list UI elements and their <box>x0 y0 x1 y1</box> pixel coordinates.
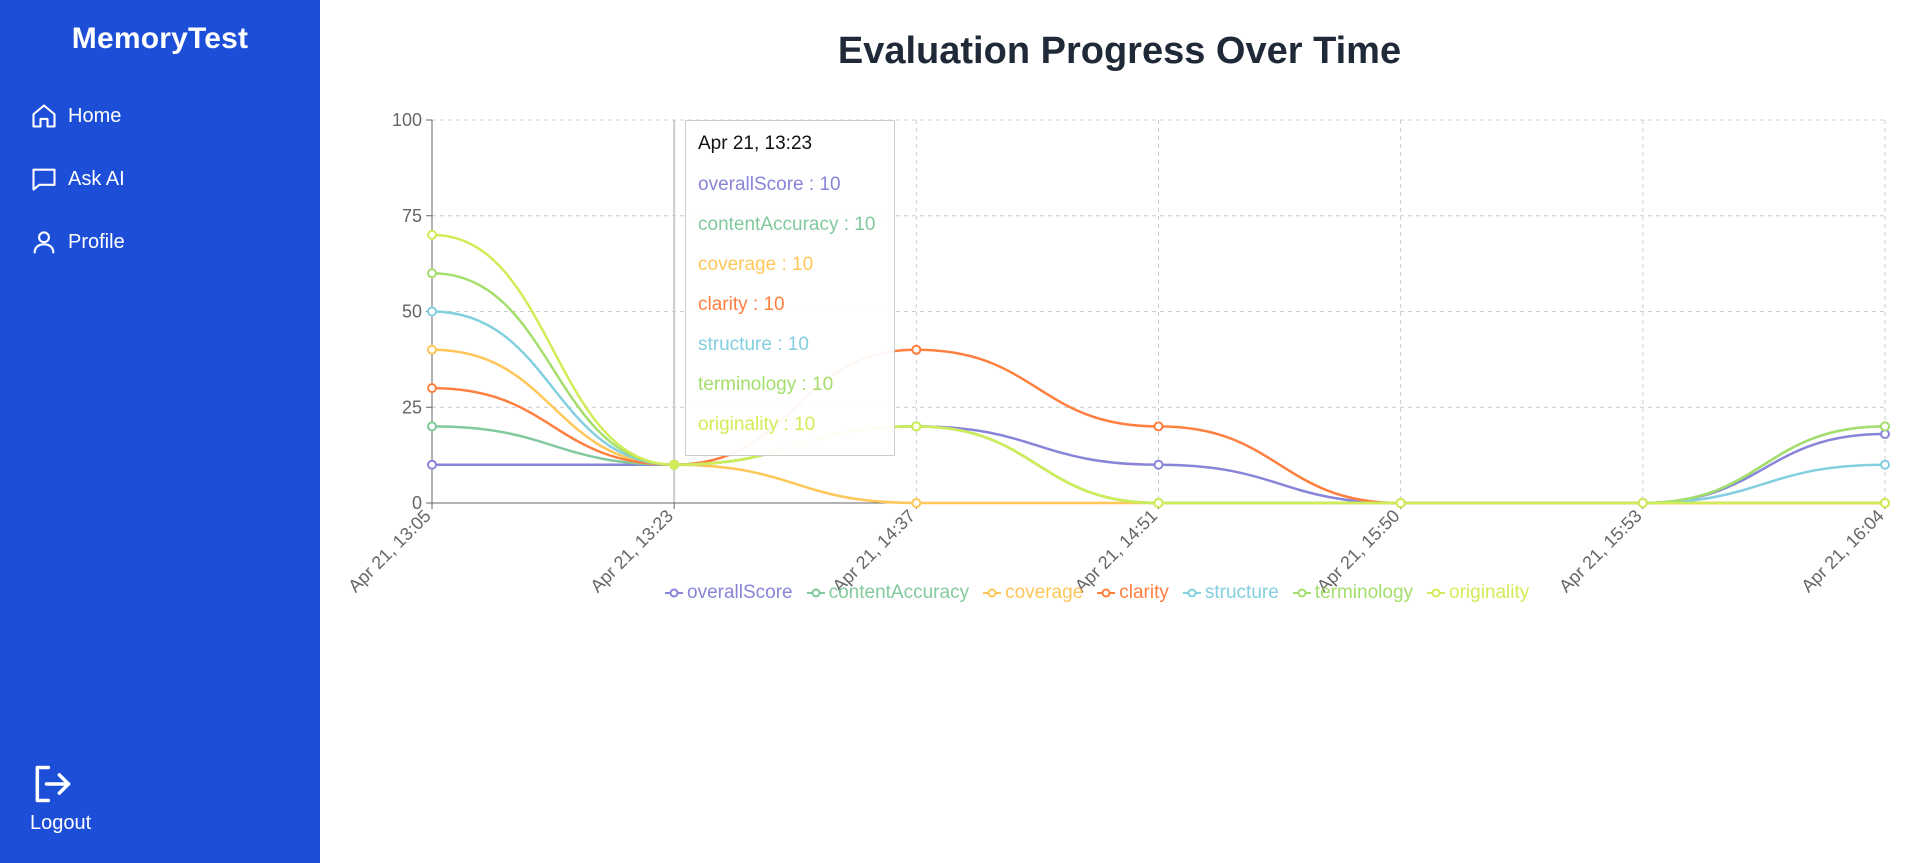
data-point-clarity[interactable] <box>1153 421 1164 432</box>
legend-marker-icon <box>1097 588 1116 598</box>
y-tick-label: 100 <box>392 110 422 130</box>
data-point-overallScore[interactable] <box>427 459 437 470</box>
legend-marker-icon <box>806 588 825 598</box>
logout-label: Logout <box>30 812 92 834</box>
data-point-originality[interactable] <box>1395 498 1406 508</box>
data-point-contentAccuracy[interactable] <box>427 421 437 432</box>
data-point-originality[interactable] <box>911 421 922 432</box>
data-point-originality[interactable] <box>669 459 680 470</box>
tooltip-row-clarity: clarity : 10 <box>698 294 785 315</box>
tooltip-row-originality: originality : 10 <box>698 414 816 435</box>
chart-legend: overallScore contentAccuracy coverage clari… <box>665 582 1543 604</box>
tooltip-row-coverage: coverage : 10 <box>698 254 814 275</box>
y-tick-label: 25 <box>402 397 422 417</box>
legend-item-contentAccuracy[interactable]: contentAccuracy <box>806 582 970 604</box>
tooltip-row-overallscore: overallScore : 10 <box>698 174 841 195</box>
chat-icon <box>32 168 56 191</box>
data-point-structure[interactable] <box>1880 459 1890 470</box>
tooltip-row-contentaccuracy: contentAccuracy : 10 <box>698 214 876 235</box>
legend-label: coverage <box>1005 582 1084 603</box>
data-point-clarity[interactable] <box>911 344 922 355</box>
data-point-clarity[interactable] <box>427 383 437 394</box>
sidebar-item-ask-ai[interactable]: Ask AI <box>30 161 125 197</box>
legend-marker-icon <box>1182 588 1201 598</box>
y-tick-label: 0 <box>412 493 422 513</box>
logout-button[interactable]: Logout <box>30 762 91 835</box>
data-point-originality[interactable] <box>427 229 437 240</box>
sidebar-item-profile[interactable]: Profile <box>30 224 125 260</box>
legend-marker-icon <box>665 588 683 598</box>
y-tick-label: 75 <box>402 206 422 226</box>
legend-item-structure[interactable]: structure <box>1182 582 1279 604</box>
x-tick-label: Apr 21, 13:23 <box>586 506 677 597</box>
legend-label: contentAccuracy <box>828 582 970 603</box>
user-icon <box>33 231 55 254</box>
data-point-originality[interactable] <box>1880 498 1890 508</box>
data-point-overallScore[interactable] <box>1153 459 1164 470</box>
data-point-coverage[interactable] <box>427 344 437 355</box>
tooltip-row-terminology: terminology : 10 <box>698 374 834 395</box>
legend-label: terminology <box>1314 582 1414 603</box>
x-tick-label: Apr 21, 15:53 <box>1555 506 1646 597</box>
data-point-terminology[interactable] <box>427 268 437 279</box>
legend-marker-icon <box>983 588 1002 598</box>
data-point-coverage[interactable] <box>911 498 922 508</box>
legend-item-clarity[interactable]: clarity <box>1097 582 1169 604</box>
data-point-originality[interactable] <box>1637 498 1648 508</box>
legend-item-originality[interactable]: originality <box>1427 582 1529 604</box>
legend-item-overallScore[interactable]: overallScore <box>665 582 793 604</box>
page-title: Evaluation Progress Over Time <box>837 30 1402 72</box>
sidebar-item-label: Home <box>68 104 122 127</box>
sidebar-item-home[interactable]: Home <box>30 98 121 134</box>
legend-marker-icon <box>1292 588 1311 598</box>
x-tick-label: Apr 21, 13:05 <box>344 506 435 597</box>
legend-item-terminology[interactable]: terminology <box>1292 582 1414 604</box>
home-icon <box>32 104 56 128</box>
brand-logo[interactable]: MemoryTest <box>71 22 249 55</box>
logout-icon <box>35 765 71 803</box>
series-line-originality[interactable] <box>431 233 1885 505</box>
sidebar-item-label: Ask AI <box>68 167 125 190</box>
sidebar-item-label: Profile <box>68 230 125 253</box>
data-point-terminology[interactable] <box>1880 421 1890 432</box>
tooltip-title: Apr 21, 13:23 <box>698 133 813 154</box>
legend-label: clarity <box>1119 582 1169 603</box>
data-point-originality[interactable] <box>1153 498 1164 508</box>
y-tick-label: 50 <box>402 302 422 322</box>
legend-label: originality <box>1449 582 1530 603</box>
legend-label: structure <box>1204 582 1279 603</box>
legend-marker-icon <box>1427 588 1446 598</box>
chart-tooltip: Apr 21, 13:23 overallScore : 10 contentA… <box>685 120 895 456</box>
legend-label: overallScore <box>687 582 793 603</box>
data-point-structure[interactable] <box>427 306 437 317</box>
legend-item-coverage[interactable]: coverage <box>983 582 1083 604</box>
tooltip-row-structure: structure : 10 <box>698 334 809 355</box>
x-tick-label: Apr 21, 16:04 <box>1797 506 1888 597</box>
sidebar: MemoryTest Home Ask AI Profile Logout <box>0 0 320 863</box>
